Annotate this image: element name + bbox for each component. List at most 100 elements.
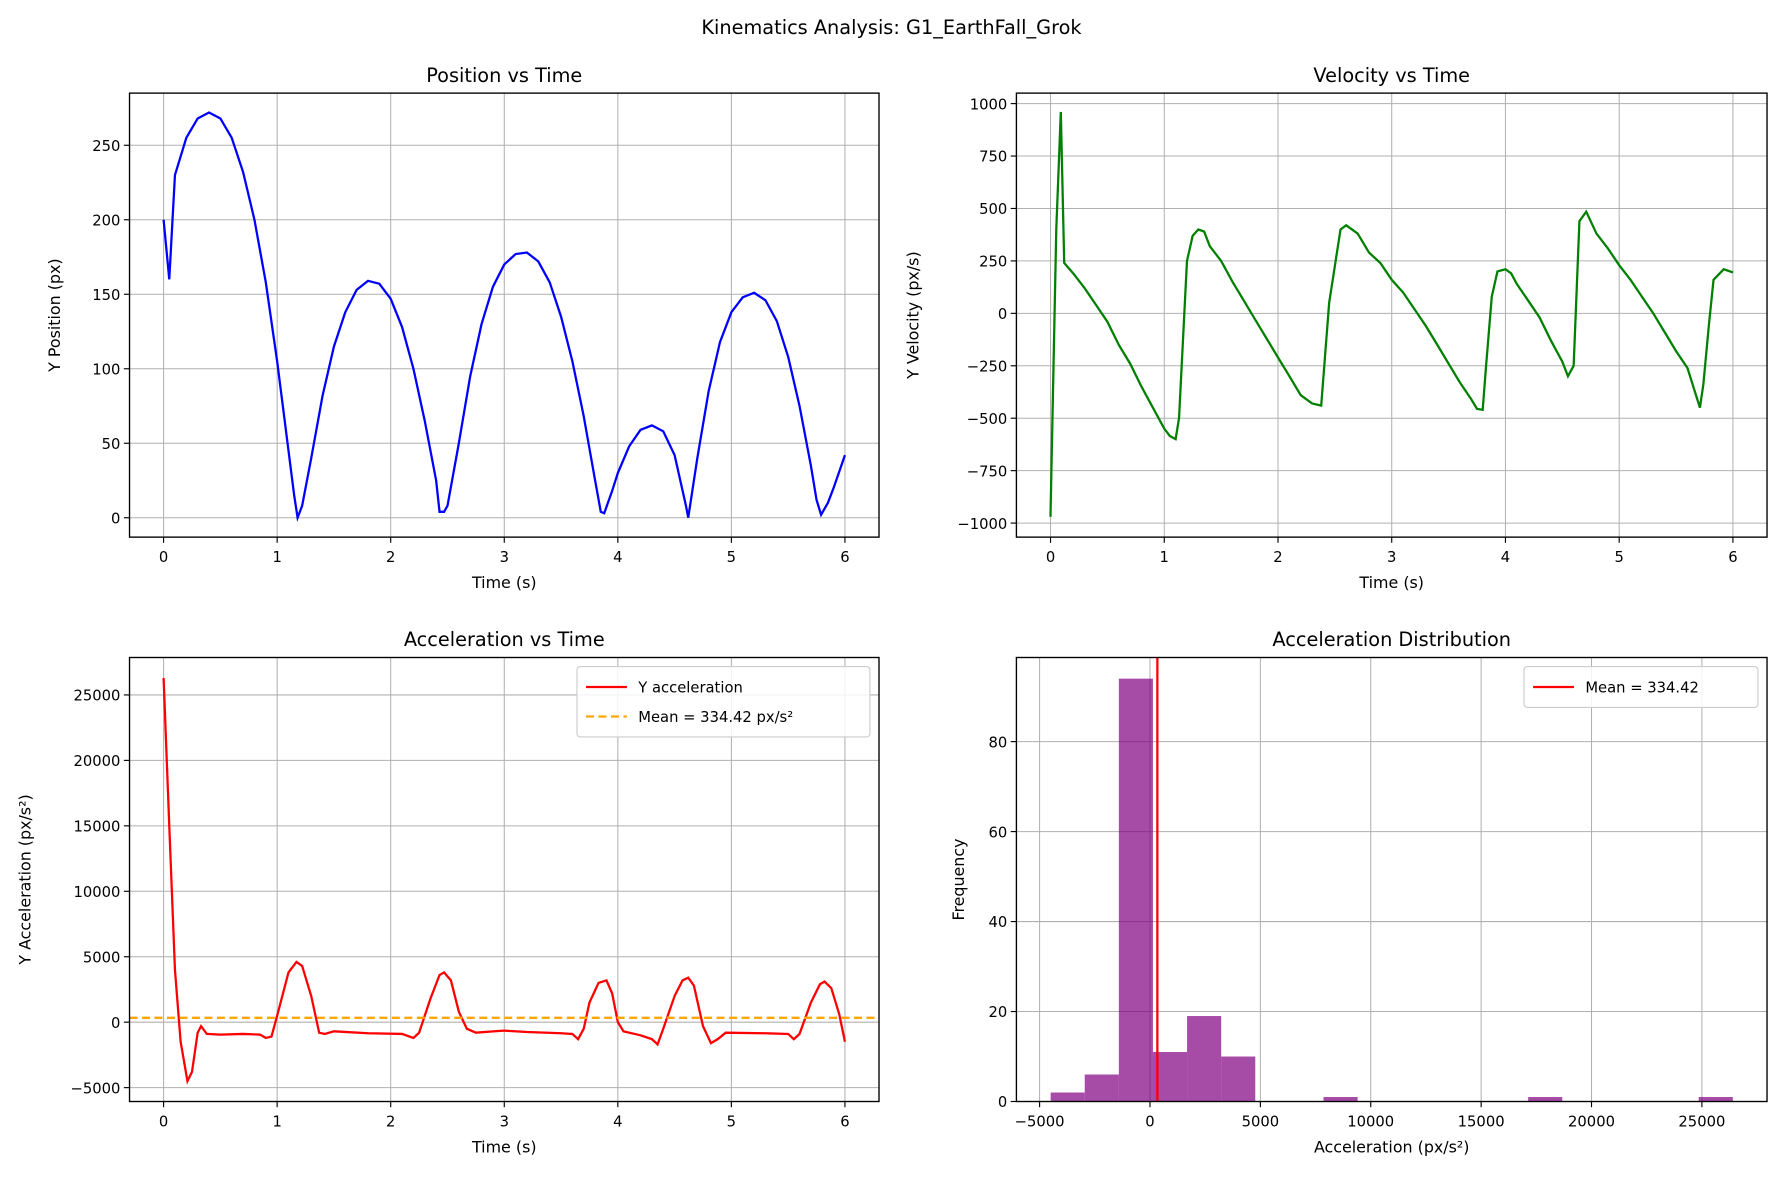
plot-area (162, 111, 847, 523)
histogram-bar (1187, 1016, 1222, 1102)
x-tick-label: 10000 (1347, 1113, 1394, 1130)
axes-frame (128, 92, 880, 538)
y-tick-label: −500 (967, 411, 1008, 428)
y-axis-label: Y Position (px) (45, 258, 64, 372)
y-tick-label: 40 (989, 914, 1008, 931)
y-tick-label: 5000 (83, 949, 121, 966)
y-tick-label: 0 (998, 306, 1007, 323)
y-tick-label: 150 (92, 287, 120, 304)
y-tick-label: −250 (967, 358, 1008, 375)
y-tick-label: 25000 (74, 688, 121, 705)
y-tick-label: 100 (92, 361, 120, 378)
x-axis-label: Acceleration (px/s²) (1314, 1138, 1470, 1157)
velocity-chart: 0 1 2 3 4 5 6 −1000 −750 −500 −250 0 250 500 750 1000 Ve… (904, 64, 1768, 592)
y-tick-label: 0 (111, 510, 120, 527)
x-tick-label: 2 (1273, 549, 1282, 566)
x-tick-label: 3 (500, 1113, 509, 1130)
x-tick-label: 4 (613, 1113, 622, 1130)
y-tick-label: 20000 (74, 753, 121, 770)
chart-title: Velocity vs Time (1313, 64, 1470, 87)
y-tick-label: 250 (979, 254, 1007, 271)
histogram-bar (1050, 1092, 1085, 1102)
histogram-bar (1152, 1052, 1188, 1102)
velocity-line (1049, 111, 1734, 517)
y-axis-label: Y Velocity (px/s) (904, 251, 923, 380)
axes-frame (128, 656, 880, 1103)
y-tick-label: −5000 (71, 1080, 121, 1097)
histogram-bar (1221, 1056, 1256, 1102)
position-chart: 0 1 2 3 4 5 6 0 50 100 150 200 250 Position vs Time Ti… (45, 64, 880, 592)
x-tick-label: 3 (500, 549, 509, 566)
x-tick-label: 4 (613, 549, 622, 566)
x-tick-label: 6 (840, 549, 849, 566)
y-tick-label: 1000 (970, 96, 1008, 113)
y-tick-label: 10000 (74, 884, 121, 901)
y-tick-label: 20 (989, 1004, 1008, 1021)
histogram-bar (1323, 1097, 1358, 1102)
x-tick-label: 5 (1614, 549, 1623, 566)
x-tick-label: 4 (1501, 549, 1510, 566)
x-tick-label: 5 (727, 1113, 736, 1130)
x-tick-label: 0 (1046, 549, 1055, 566)
y-tick-label: 15000 (74, 819, 121, 836)
axes-frame (1015, 656, 1768, 1103)
chart-title: Acceleration vs Time (404, 628, 605, 651)
y-tick-label: −750 (967, 463, 1008, 480)
x-axis-label: Time (s) (1358, 573, 1424, 592)
plot-area (129, 677, 880, 1085)
y-axis-label: Frequency (949, 838, 968, 920)
x-tick-label: 0 (159, 1113, 168, 1130)
x-axis-label: Time (s) (471, 573, 537, 592)
y-axis-label: Y Acceleration (px/s²) (16, 794, 35, 965)
figure-suptitle: Kinematics Analysis: G1_EarthFall_Grok (701, 16, 1082, 39)
x-tick-label: 0 (1145, 1113, 1154, 1130)
position-line (162, 111, 847, 523)
x-tick-label: −5000 (1015, 1113, 1065, 1130)
x-tick-label: 2 (386, 549, 395, 566)
y-tick-label: 0 (111, 1015, 120, 1032)
legend: Mean = 334.42 (1523, 666, 1759, 709)
x-tick-label: 0 (159, 549, 168, 566)
plot-area (1050, 657, 1733, 1102)
y-tick-label: 250 (92, 138, 120, 155)
y-tick-label: −1000 (957, 516, 1007, 533)
histogram-bar (1118, 678, 1153, 1102)
legend-label: Mean = 334.42 px/s² (638, 709, 793, 726)
y-tick-label: 500 (979, 201, 1007, 218)
legend-box (576, 666, 871, 738)
x-tick-label: 5000 (1242, 1113, 1280, 1130)
histogram-bar (1698, 1097, 1733, 1102)
x-tick-label: 15000 (1458, 1113, 1505, 1130)
x-tick-label: 1 (1160, 549, 1169, 566)
x-tick-label: 6 (1728, 549, 1737, 566)
histogram-chart: −5000 0 5000 10000 15000 20000 25000 0 20 40 60 80 A… (949, 628, 1768, 1157)
x-tick-label: 3 (1387, 549, 1396, 566)
y-tick-label: 60 (989, 824, 1008, 841)
y-tick-label: 0 (998, 1094, 1007, 1111)
x-tick-label: 5 (727, 549, 736, 566)
x-axis-label: Time (s) (471, 1138, 537, 1157)
legend-box (1523, 666, 1759, 709)
y-tick-label: 80 (989, 734, 1008, 751)
plot-area (1049, 111, 1734, 517)
histogram-bar (1528, 1097, 1563, 1102)
y-tick-label: 200 (92, 212, 120, 229)
chart-title: Position vs Time (426, 64, 582, 87)
x-tick-label: 1 (272, 549, 281, 566)
legend-label: Mean = 334.42 (1585, 680, 1699, 697)
acceleration-line (162, 677, 847, 1085)
x-tick-label: 1 (272, 1113, 281, 1130)
y-tick-label: 50 (102, 436, 121, 453)
x-tick-label: 25000 (1678, 1113, 1725, 1130)
axes-frame (1015, 92, 1768, 538)
acceleration-chart: 0 1 2 3 4 5 6 −5000 0 5000 10000 15000 20000 25000 Acc… (16, 628, 880, 1157)
legend: Y acceleration Mean = 334.42 px/s² (576, 666, 871, 738)
chart-title: Acceleration Distribution (1272, 628, 1511, 651)
legend-label: Y acceleration (637, 680, 743, 697)
x-tick-label: 6 (840, 1113, 849, 1130)
histogram-bar (1084, 1074, 1119, 1102)
y-tick-label: 750 (979, 149, 1007, 166)
x-tick-label: 20000 (1568, 1113, 1615, 1130)
x-tick-label: 2 (386, 1113, 395, 1130)
